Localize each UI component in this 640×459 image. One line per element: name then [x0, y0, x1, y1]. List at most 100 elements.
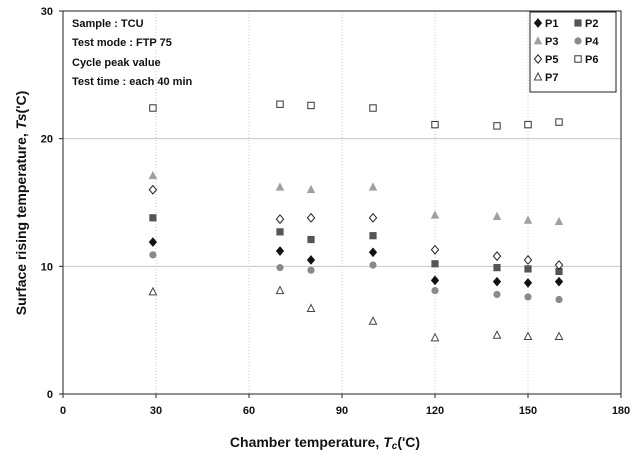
legend-item-p6: P6 — [574, 54, 598, 66]
x-axis-title-subscript: c — [392, 441, 398, 452]
y-axis-title-symbol: Ts — [13, 113, 29, 129]
legend-items: P1 P2 P3 P4 P5 P6 P7 — [533, 18, 599, 84]
point-p1 — [492, 276, 502, 287]
annotation-test-mode: Test mode : FTP 75 — [72, 37, 172, 49]
point-p3 — [368, 182, 378, 191]
point-p4 — [149, 251, 157, 259]
point-p5 — [306, 212, 316, 223]
legend-item-p3: P3 — [533, 36, 558, 48]
y-axis-title: Surface rising temperature, Ts('C) — [13, 91, 29, 316]
point-p7 — [306, 303, 316, 312]
point-p1 — [430, 275, 440, 286]
point-p3 — [306, 184, 316, 194]
x-axis-title-symbol: T — [383, 434, 393, 450]
series-p6 — [149, 100, 563, 130]
legend-marker-p7 — [533, 71, 543, 81]
point-p6 — [493, 122, 501, 130]
point-p6 — [431, 120, 439, 129]
point-p4 — [555, 295, 563, 304]
point-p3 — [523, 215, 533, 224]
series-p1 — [148, 237, 564, 288]
point-p7 — [492, 330, 502, 339]
point-p5 — [368, 212, 378, 223]
series-p2 — [149, 214, 563, 276]
point-p1 — [554, 276, 564, 287]
legend-label-p1: P1 — [545, 18, 558, 30]
y-tick-label: 10 — [41, 261, 53, 273]
data-points — [148, 100, 564, 342]
legend-item-p4: P4 — [574, 36, 599, 48]
point-p7 — [523, 331, 533, 341]
point-p2 — [369, 232, 377, 240]
point-p5 — [430, 244, 440, 255]
legend-label-p6: P6 — [585, 54, 598, 66]
legend-label-p3: P3 — [545, 36, 558, 48]
x-tick-label: 60 — [243, 405, 255, 417]
legend-label-p7: P7 — [545, 72, 558, 84]
y-tick-label: 20 — [41, 134, 53, 146]
point-p2 — [431, 260, 439, 268]
point-p2 — [276, 228, 284, 236]
annotation-test-time: Test time : each 40 min — [72, 76, 193, 88]
point-p1 — [148, 237, 158, 247]
point-p5 — [523, 254, 533, 265]
point-p4 — [431, 286, 439, 295]
point-p1 — [306, 255, 316, 265]
y-axis-title-main: Surface rising temperature, — [13, 129, 29, 315]
point-p6 — [307, 101, 315, 110]
y-tick-label: 0 — [47, 389, 53, 401]
legend-label-p5: P5 — [545, 54, 558, 66]
point-p4 — [524, 293, 532, 301]
legend-marker-p2 — [574, 19, 582, 27]
point-p7 — [148, 286, 158, 296]
x-tick-label: 0 — [60, 405, 66, 417]
point-p3 — [275, 182, 285, 191]
annotation-cycle: Cycle peak value — [72, 57, 161, 69]
point-p7 — [275, 285, 285, 295]
y-tick-label: 30 — [41, 6, 53, 18]
point-p5 — [492, 251, 502, 262]
point-p5 — [275, 214, 285, 225]
legend-label-p2: P2 — [585, 18, 598, 30]
x-tick-label: 90 — [336, 405, 348, 417]
x-axis-title: Chamber temperature, Tc('C) — [230, 434, 420, 452]
legend-item-p1: P1 — [533, 18, 558, 30]
point-p2 — [524, 265, 532, 273]
legend-item-p7: P7 — [533, 71, 558, 84]
legend-marker-p6 — [574, 55, 582, 63]
point-p7 — [554, 331, 564, 341]
axis-ticks: 0 30 60 90 120 150 180 0 10 20 30 — [41, 6, 630, 417]
x-axis-title-unit: ('C) — [397, 434, 420, 450]
point-p1 — [275, 246, 285, 256]
point-p3 — [492, 211, 502, 220]
point-p2 — [307, 235, 315, 244]
y-axis-title-unit: ('C) — [13, 91, 29, 114]
series-p7 — [148, 285, 564, 342]
point-p7 — [368, 316, 378, 325]
point-p4 — [493, 290, 501, 299]
point-p2 — [149, 214, 157, 222]
legend-item-p5: P5 — [533, 54, 558, 66]
series-p4 — [149, 251, 563, 304]
point-p6 — [369, 104, 377, 112]
point-p7 — [430, 332, 440, 342]
point-p4 — [369, 261, 377, 269]
legend-marker-p5 — [533, 54, 543, 64]
legend-item-p2: P2 — [574, 18, 598, 30]
legend-label-p4: P4 — [585, 36, 599, 48]
point-p3 — [148, 170, 158, 180]
legend-box — [529, 11, 617, 93]
point-p2 — [493, 264, 501, 272]
point-p6 — [276, 100, 284, 108]
x-tick-label: 120 — [426, 405, 444, 417]
point-p3 — [554, 216, 564, 226]
x-tick-label: 180 — [612, 405, 630, 417]
x-tick-label: 30 — [150, 405, 162, 417]
point-p6 — [524, 120, 532, 129]
point-p4 — [307, 266, 315, 274]
point-p6 — [149, 104, 157, 112]
legend-marker-p4 — [574, 37, 582, 45]
point-p3 — [430, 210, 440, 219]
